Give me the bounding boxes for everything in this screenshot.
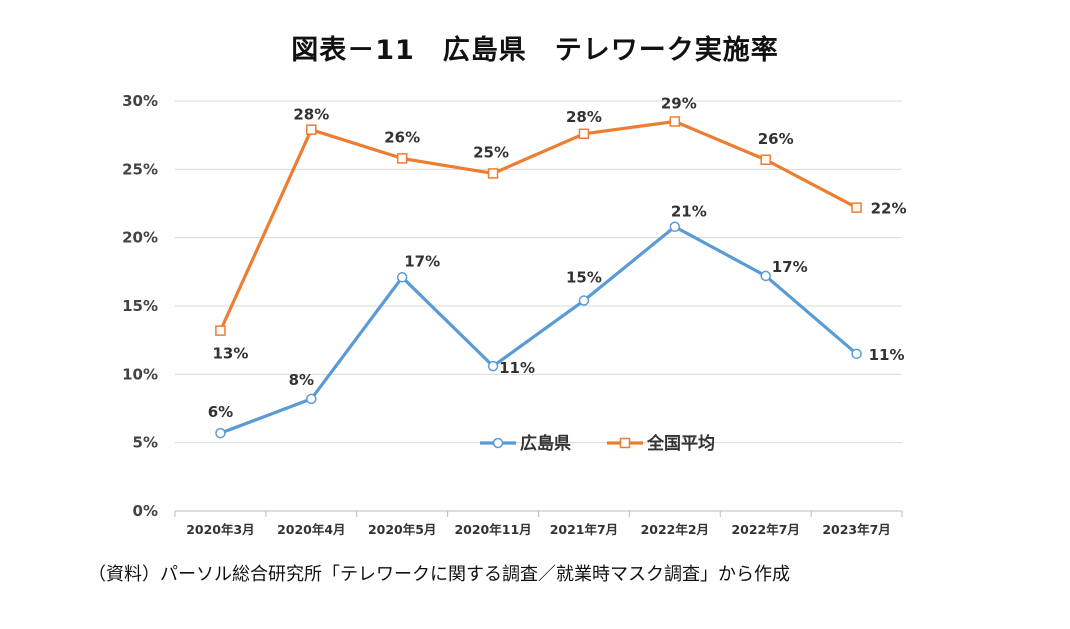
data-point <box>487 168 499 179</box>
legend-label: 全国平均 <box>646 433 715 454</box>
data-label: 26% <box>758 130 794 148</box>
data-point <box>306 124 317 135</box>
x-tick-label: 2022年2月 <box>641 522 710 537</box>
source-note: （資料）パーソル総合研究所「テレワークに関する調査／就業時マスク調査」から作成 <box>88 564 790 585</box>
data-point <box>578 295 590 306</box>
data-point <box>215 427 226 439</box>
y-tick-label: 25% <box>122 160 158 178</box>
y-tick-label: 20% <box>122 229 158 247</box>
x-tick-label: 2020年11月 <box>454 522 531 537</box>
x-tick-label: 2020年3月 <box>186 522 255 537</box>
data-label: 26% <box>384 128 420 146</box>
data-label: 28% <box>293 106 329 124</box>
data-point <box>851 202 862 213</box>
data-point <box>669 116 681 127</box>
data-label: 17% <box>404 252 440 270</box>
data-label: 25% <box>473 143 509 161</box>
data-point <box>760 270 771 282</box>
data-label: 22% <box>871 200 907 218</box>
data-label: 6% <box>208 403 233 421</box>
data-point <box>396 272 408 283</box>
legend-marker <box>492 437 504 449</box>
y-tick-label: 30% <box>122 92 158 110</box>
series-line-hiroshima <box>219 225 858 435</box>
x-tick-label: 2020年5月 <box>368 522 437 537</box>
data-label: 11% <box>869 346 905 364</box>
data-point <box>760 154 771 166</box>
data-point <box>578 128 590 140</box>
data-point <box>396 153 408 164</box>
data-label: 28% <box>566 108 602 126</box>
x-tick-label: 2022年7月 <box>731 522 800 537</box>
data-point <box>851 348 862 360</box>
data-label: 15% <box>566 269 602 287</box>
data-label: 21% <box>671 203 707 221</box>
legend-label: 広島県 <box>520 433 571 454</box>
data-label: 29% <box>661 95 697 113</box>
y-tick-label: 15% <box>122 297 158 315</box>
data-label: 11% <box>499 359 535 377</box>
y-tick-label: 0% <box>133 502 158 520</box>
series-line-national <box>218 119 858 332</box>
data-label: 13% <box>212 345 248 363</box>
data-point <box>487 360 499 372</box>
x-tick-label: 2020年4月 <box>277 522 346 537</box>
y-tick-label: 5% <box>133 434 158 452</box>
chart-title: 図表－11 広島県 テレワーク実施率 <box>291 35 779 66</box>
x-tick-label: 2021年7月 <box>550 522 619 537</box>
data-point <box>306 393 317 405</box>
data-label: 8% <box>289 371 314 389</box>
data-point <box>669 221 681 232</box>
legend-marker <box>619 437 631 449</box>
data-point <box>215 325 226 336</box>
x-tick-label: 2023年7月 <box>822 522 891 537</box>
data-label: 17% <box>772 258 808 276</box>
y-tick-label: 10% <box>122 365 158 383</box>
